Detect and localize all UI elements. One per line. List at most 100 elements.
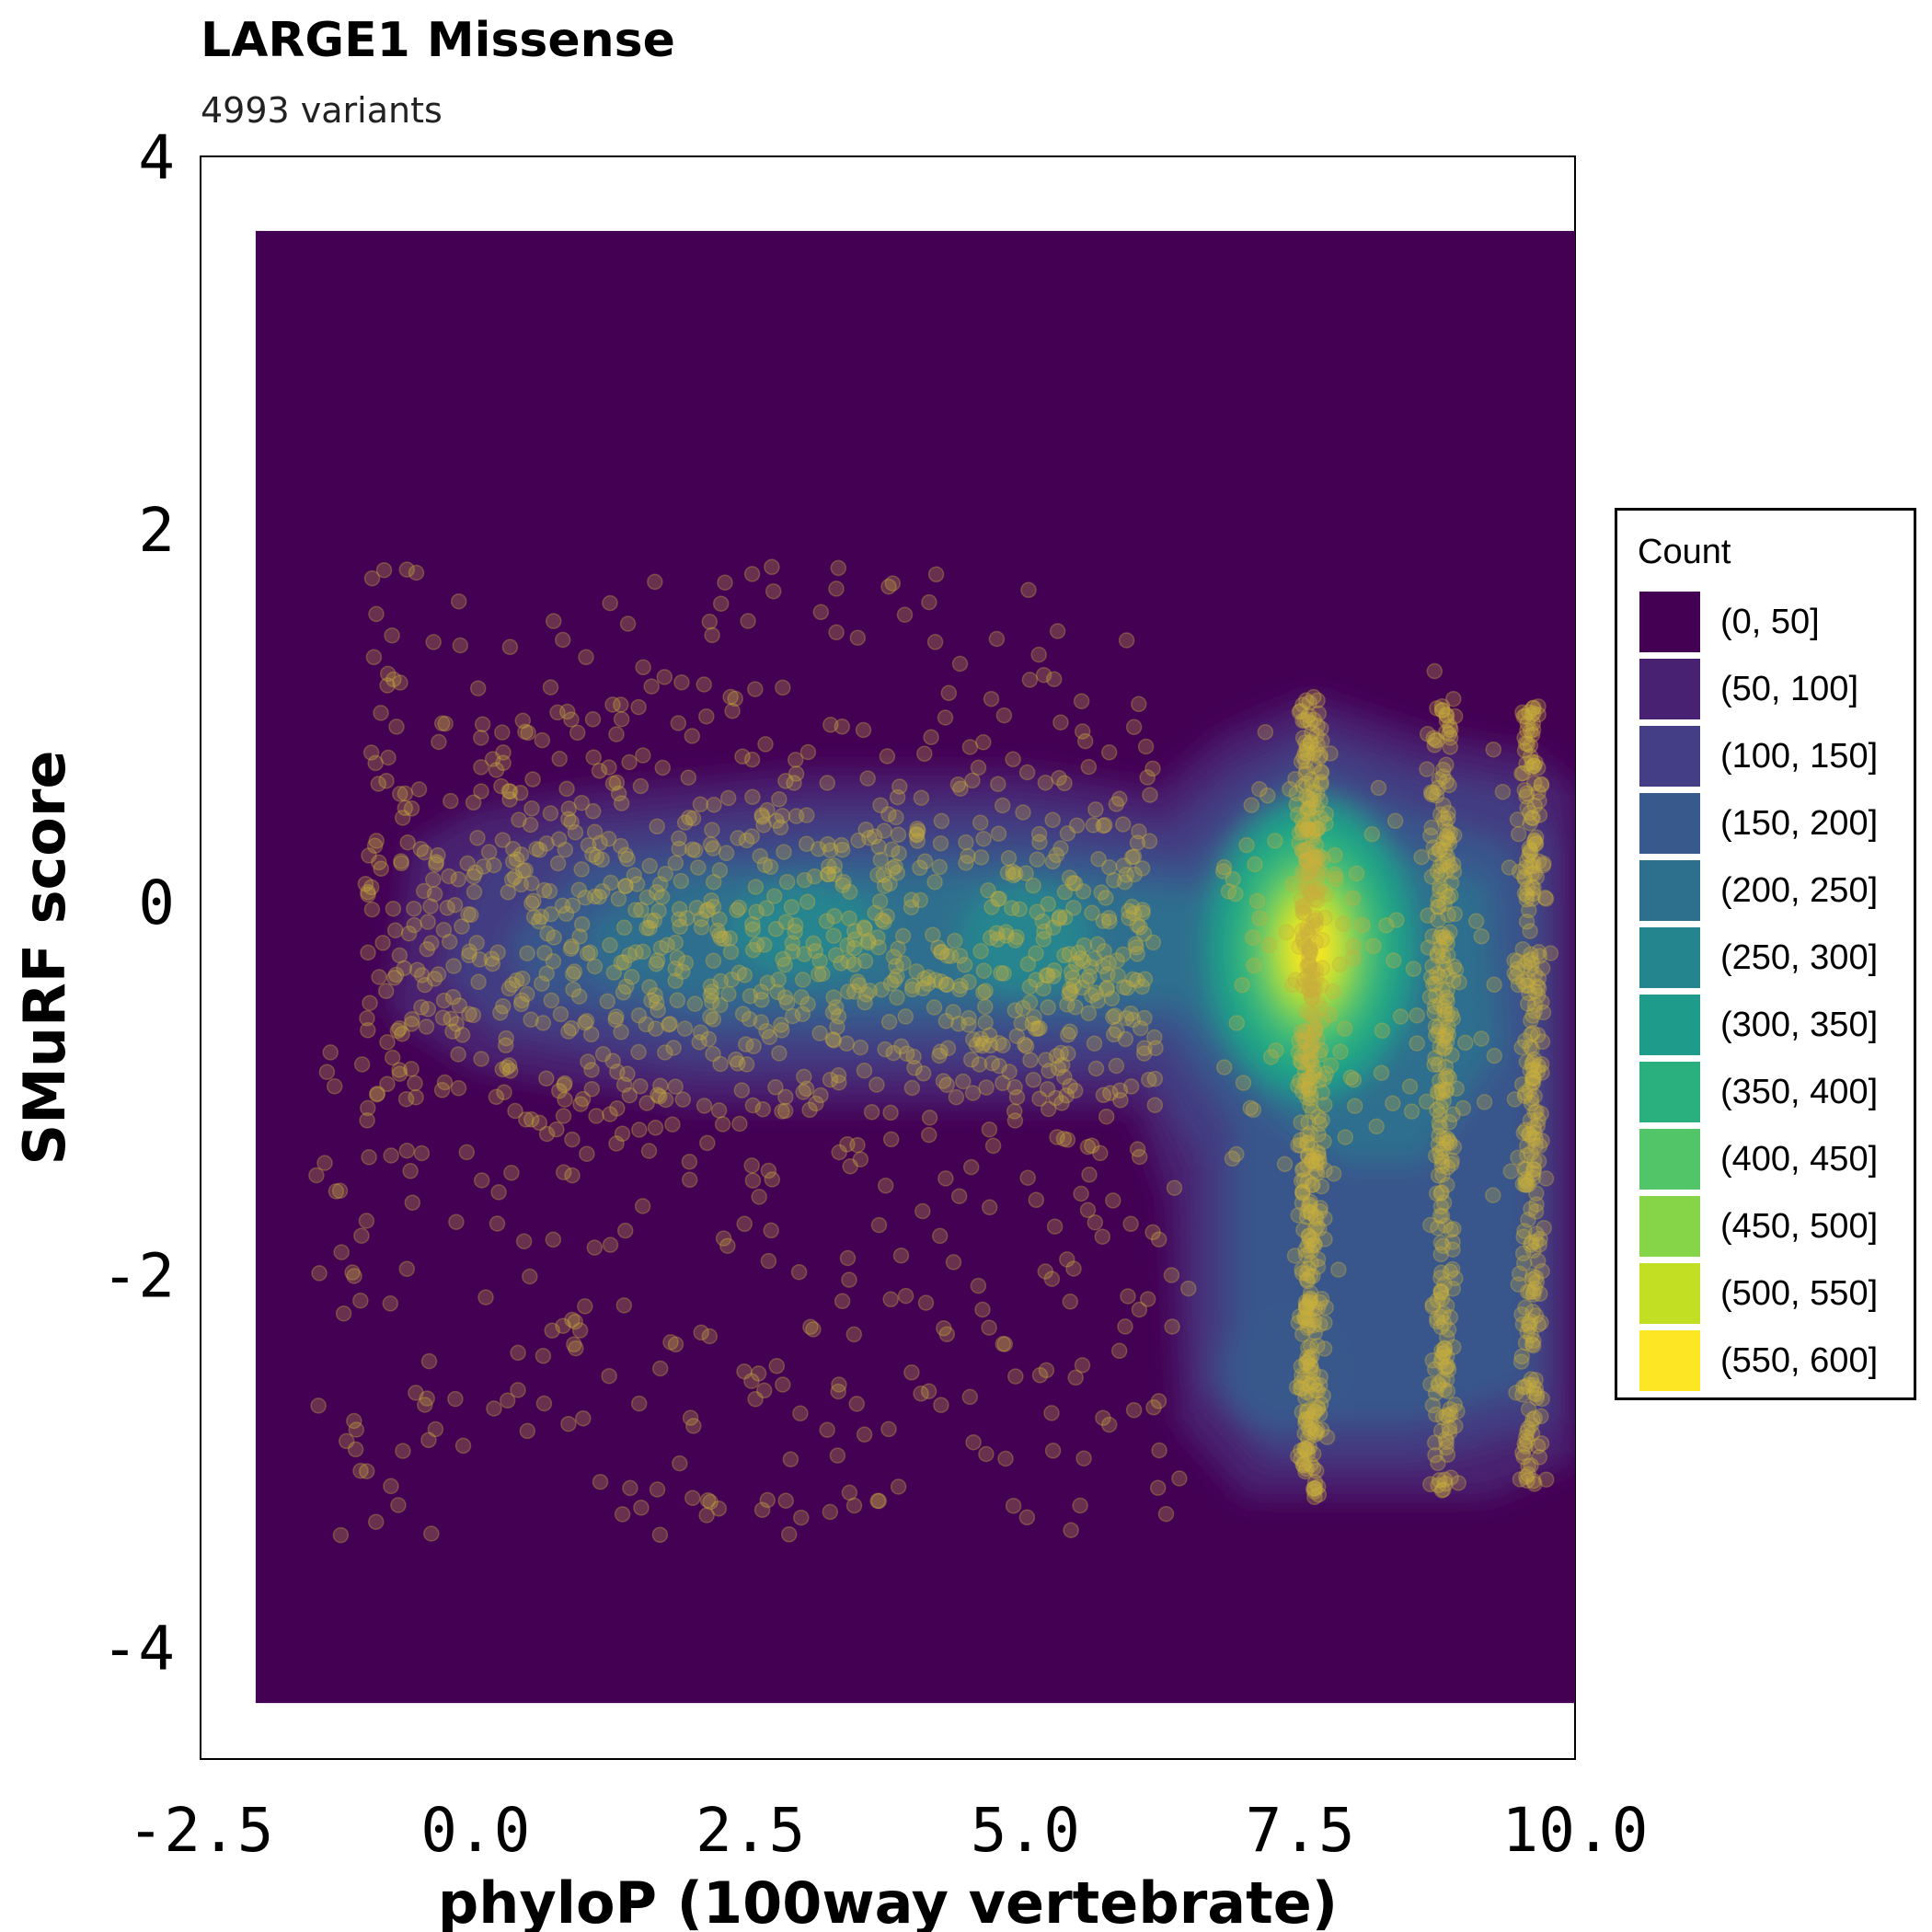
scatter-point bbox=[748, 903, 765, 920]
scatter-point bbox=[1365, 937, 1382, 955]
scatter-point bbox=[849, 1136, 866, 1154]
scatter-point bbox=[831, 1144, 847, 1161]
scatter-point bbox=[1317, 1210, 1333, 1227]
scatter-point bbox=[353, 1056, 371, 1073]
scatter-point bbox=[1312, 864, 1329, 881]
scatter-point bbox=[1306, 1375, 1324, 1393]
contour-mid-peak-a bbox=[728, 882, 883, 977]
scatter-point bbox=[1305, 1268, 1321, 1284]
scatter-point bbox=[1305, 972, 1321, 989]
scatter-point bbox=[358, 1463, 375, 1479]
scatter-point bbox=[702, 987, 719, 1004]
scatter-point bbox=[1018, 1038, 1035, 1054]
scatter-point bbox=[1429, 863, 1446, 880]
scatter-point bbox=[1524, 955, 1541, 972]
scatter-point bbox=[602, 594, 618, 612]
scatter-point bbox=[1302, 733, 1319, 751]
scatter-point bbox=[1520, 1466, 1536, 1483]
scatter-point bbox=[1304, 1103, 1321, 1121]
scatter-point bbox=[1305, 913, 1322, 930]
scatter-point bbox=[1317, 1299, 1334, 1316]
scatter-point bbox=[1435, 1141, 1452, 1157]
scatter-point bbox=[1436, 1344, 1453, 1361]
scatter-point bbox=[1005, 863, 1021, 880]
scatter-point bbox=[1310, 847, 1328, 865]
scatter-point bbox=[494, 832, 512, 848]
scatter-point bbox=[1108, 796, 1125, 812]
scatter-point bbox=[1305, 784, 1322, 800]
scatter-point bbox=[391, 1062, 408, 1078]
scatter-point bbox=[1305, 688, 1322, 706]
scatter-point bbox=[876, 914, 892, 930]
scatter-point bbox=[1134, 902, 1151, 918]
scatter-point bbox=[822, 1503, 839, 1521]
scatter-point bbox=[1297, 1354, 1315, 1371]
scatter-point bbox=[1087, 1060, 1105, 1077]
scatter-point bbox=[737, 1036, 754, 1052]
scatter-point bbox=[1294, 1184, 1311, 1201]
scatter-point bbox=[997, 1450, 1014, 1467]
scatter-point bbox=[1523, 1456, 1539, 1474]
scatter-point bbox=[1511, 863, 1528, 880]
scatter-point bbox=[1520, 1401, 1537, 1418]
scatter-point bbox=[408, 1385, 424, 1401]
scatter-point bbox=[1313, 1178, 1330, 1195]
scatter-point bbox=[1519, 1472, 1535, 1489]
scatter-point bbox=[1300, 875, 1317, 892]
scatter-point bbox=[1298, 1247, 1315, 1264]
scatter-point bbox=[1526, 833, 1543, 850]
scatter-point bbox=[723, 972, 741, 988]
scatter-point bbox=[378, 772, 395, 789]
scatter-point bbox=[1525, 757, 1543, 774]
scatter-point bbox=[784, 935, 801, 951]
scatter-point bbox=[1294, 863, 1311, 880]
scatter-point bbox=[1431, 1472, 1448, 1489]
scatter-point bbox=[1298, 1209, 1316, 1225]
scatter-point bbox=[993, 964, 1009, 982]
scatter-point bbox=[1305, 711, 1323, 729]
scatter-point bbox=[1524, 1053, 1541, 1071]
scatter-point bbox=[1523, 844, 1539, 860]
scatter-point bbox=[394, 1026, 410, 1042]
scatter-point bbox=[849, 629, 867, 646]
scatter-point bbox=[667, 855, 684, 871]
scatter-point bbox=[425, 871, 442, 888]
scatter-point bbox=[1519, 1323, 1535, 1340]
scatter-point bbox=[769, 983, 786, 1001]
scatter-point bbox=[1303, 987, 1320, 1004]
scatter-point bbox=[756, 937, 773, 953]
scatter-point bbox=[914, 980, 931, 997]
scatter-point bbox=[1305, 1027, 1321, 1043]
scatter-point bbox=[1294, 930, 1312, 947]
scatter-point bbox=[690, 859, 707, 876]
scatter-point bbox=[460, 906, 477, 923]
scatter-point bbox=[1308, 1156, 1325, 1172]
scatter-point bbox=[1306, 1024, 1323, 1041]
scatter-point bbox=[1312, 1316, 1328, 1333]
scatter-point bbox=[730, 1055, 746, 1072]
scatter-point bbox=[515, 1233, 533, 1249]
scatter-point bbox=[554, 897, 571, 914]
legend-swatch bbox=[1639, 1263, 1700, 1324]
scatter-point bbox=[1532, 1285, 1548, 1303]
scatter-point bbox=[729, 902, 745, 919]
scatter-point bbox=[439, 900, 455, 916]
scatter-point bbox=[648, 956, 665, 972]
scatter-point bbox=[1314, 1111, 1330, 1129]
scatter-point bbox=[1304, 884, 1321, 902]
scatter-point bbox=[1428, 987, 1444, 1005]
scatter-point bbox=[1428, 1185, 1445, 1202]
scatter-point bbox=[1436, 1471, 1454, 1488]
scatter-point bbox=[1295, 1222, 1312, 1238]
scatter-point bbox=[692, 796, 709, 813]
scatter-point bbox=[990, 825, 1007, 842]
scatter-point bbox=[1332, 1043, 1349, 1060]
scatter-point bbox=[1293, 1442, 1309, 1459]
scatter-point bbox=[1238, 836, 1255, 854]
scatter-point bbox=[391, 1065, 408, 1082]
scatter-point bbox=[1298, 788, 1315, 805]
scatter-point bbox=[960, 1009, 977, 1027]
scatter-point bbox=[1534, 960, 1551, 977]
scatter-point bbox=[1038, 1052, 1054, 1068]
scatter-point bbox=[1437, 960, 1454, 978]
